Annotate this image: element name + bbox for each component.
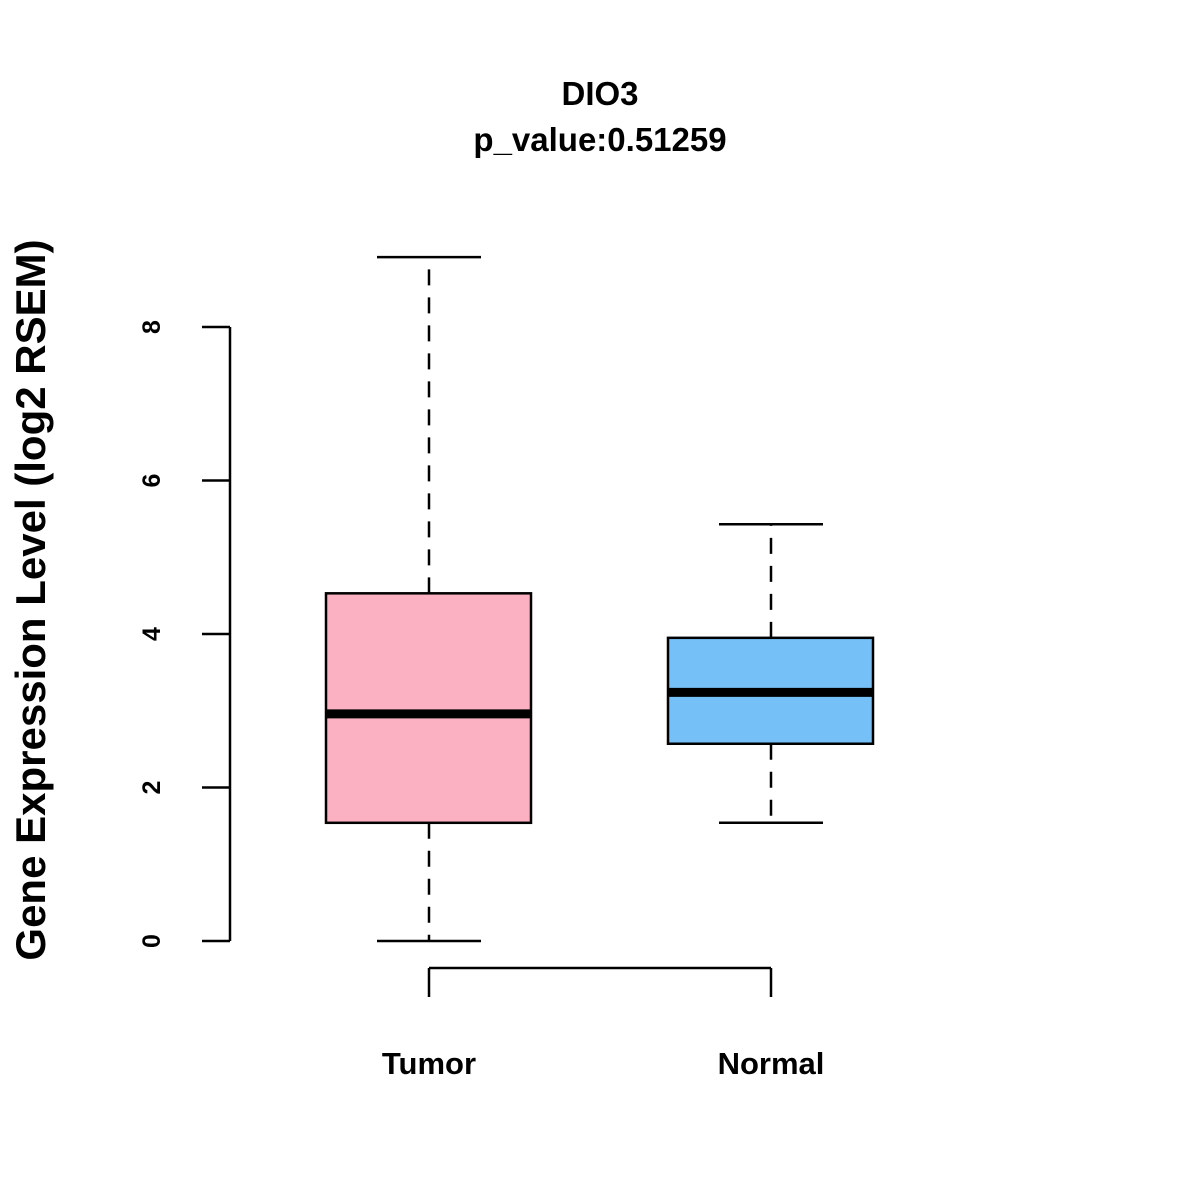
chart-title: DIO3	[561, 75, 638, 112]
box-tumor	[324, 592, 533, 825]
y-tick-label: 2	[138, 781, 166, 795]
y-tick-label: 6	[138, 474, 166, 488]
y-axis-label: Gene Expression Level (log2 RSEM)	[7, 239, 54, 960]
x-tick-label: Normal	[718, 1046, 825, 1081]
y-tick-label: 8	[138, 320, 166, 334]
y-tick-label: 0	[138, 934, 166, 948]
chart-subtitle: p_value:0.51259	[473, 121, 726, 158]
y-tick-label: 4	[138, 627, 166, 641]
x-tick-label: Tumor	[382, 1046, 476, 1081]
